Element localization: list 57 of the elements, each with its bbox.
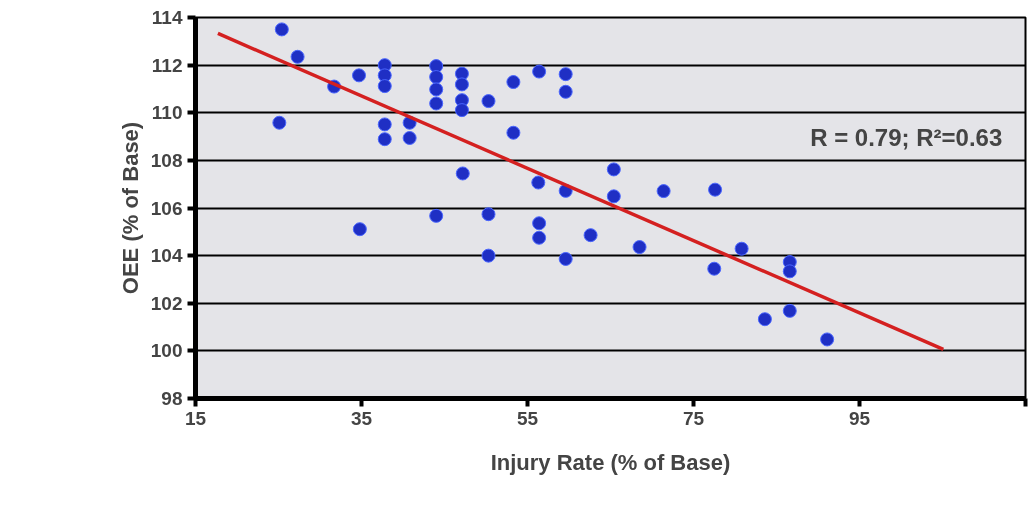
y-tick-label: 100 [150,340,183,362]
point [782,303,797,318]
x-tick-label: 15 [184,407,207,429]
point [734,241,749,256]
point [352,222,367,237]
point [558,67,573,82]
y-tick-label: 114 [151,7,183,28]
point [429,82,444,97]
point [506,75,521,90]
y-axis-title: OEE (% of Base) [117,121,143,295]
y-tick-label: 108 [150,149,183,171]
y-tick-label: 112 [151,54,183,76]
point [290,49,305,64]
point [606,189,621,204]
point [532,216,547,231]
point [274,22,289,37]
y-tick-label: 104 [150,245,183,267]
point [377,117,392,132]
point [532,64,547,79]
point [506,125,521,140]
point [708,182,723,197]
x-tick-label: 95 [848,407,871,429]
point [455,166,470,181]
point [583,228,598,243]
point [429,208,444,223]
point [820,332,835,347]
y-tick-label: 98 [161,388,183,409]
point [481,248,496,263]
annotation: R = 0.79; R²=0.63 [810,124,1003,152]
point [632,240,647,255]
point [429,96,444,111]
point [558,251,573,266]
x-axis-title: Injury Rate (% of Base) [490,449,731,475]
point [272,115,287,130]
point [558,84,573,99]
x-tick-label: 35 [350,407,373,429]
point [402,131,417,145]
point [782,264,797,279]
point [481,94,496,109]
point [757,312,772,327]
y-tick-label: 102 [150,292,183,314]
point [454,103,469,118]
point [707,261,722,276]
point [454,77,469,92]
y-tick-label: 110 [151,102,183,124]
point [377,79,392,94]
y-tick-label: 106 [150,197,183,219]
point [352,68,367,83]
point [531,175,546,190]
point [429,70,444,85]
point [656,184,671,199]
point [532,230,547,245]
x-tick-label: 75 [682,407,705,429]
point [377,132,392,147]
x-tick-label: 55 [516,407,539,429]
point [481,207,496,222]
point [606,162,621,177]
